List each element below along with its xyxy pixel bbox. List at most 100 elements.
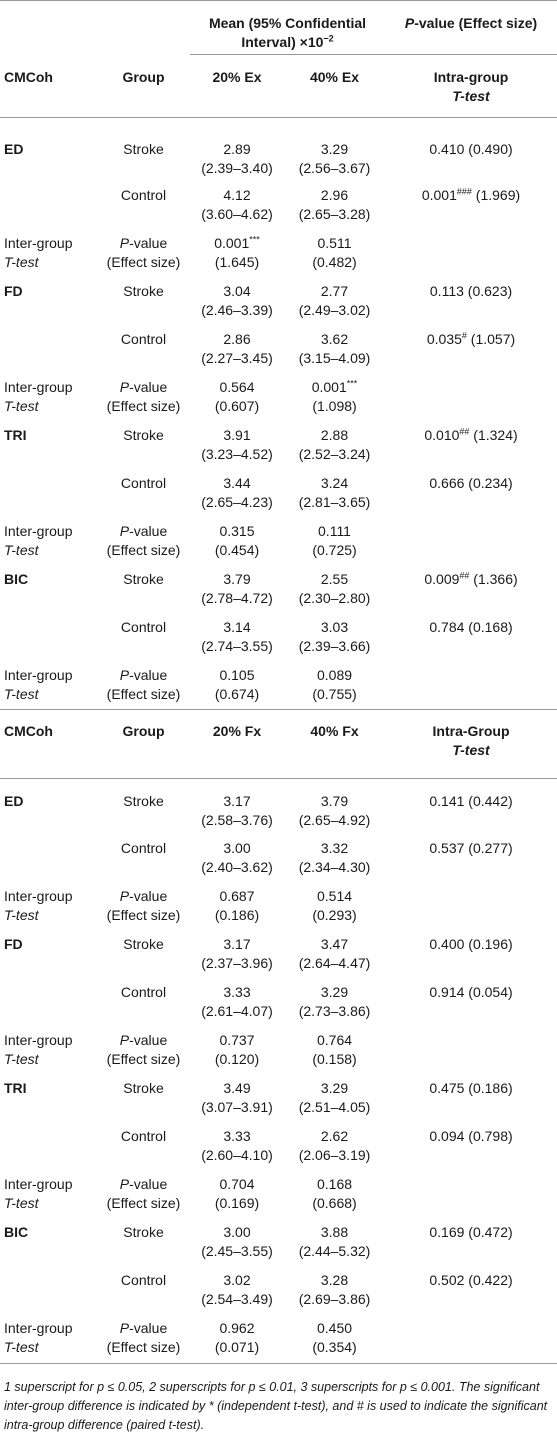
group-cell: Stroke: [97, 278, 190, 326]
cmcoh-header-label: CMCoh: [4, 723, 53, 739]
inter-group-label: Inter-group: [4, 666, 73, 683]
group-cell: Stroke: [97, 931, 190, 979]
inter-group-stat-cell: P-value (Effect size): [97, 1315, 190, 1363]
ci-value: (2.60–4.10): [201, 1146, 273, 1163]
value-20-cell: 3.14 (2.74–3.55): [190, 614, 284, 662]
inter-group-label-cell: Inter-group T-test: [0, 1171, 97, 1219]
ci-value: (2.39–3.66): [298, 637, 371, 654]
effect-size: (0.798): [464, 1127, 513, 1144]
inter-group-label-cell: Inter-group T-test: [0, 1315, 97, 1363]
inter-group-row: Inter-group T-test P-value (Effect size) 0.5…: [0, 374, 557, 422]
value-40-cell: 3.28 (2.69–3.86): [284, 1267, 385, 1315]
pvalue-label-text: P-value: [119, 234, 168, 251]
mean-value: 3.79: [223, 570, 251, 587]
effect-size: (1.324): [469, 426, 518, 443]
inter-p20-cell: 0.687 (0.186): [190, 883, 284, 931]
group-cell: Control: [97, 470, 190, 518]
group-name: Control: [120, 1271, 167, 1288]
value-40-cell: 3.88 (2.44–5.32): [284, 1219, 385, 1267]
ttest-header: Intra-Group T-test: [385, 709, 557, 779]
effect-size: (1.098): [312, 397, 357, 414]
ci-value: (2.78–4.72): [201, 589, 273, 606]
p-value: 0.089: [316, 666, 353, 683]
mean-value: 3.29: [320, 983, 349, 1000]
value-40-cell: 2.77 (2.49–3.02): [284, 278, 385, 326]
table-row: Control 3.33 (2.60–4.10) 2.62 (2.06–3.19) 0.0…: [0, 1123, 557, 1171]
inter-p20-cell: 0.564 (0.607): [190, 374, 284, 422]
results-table: Mean (95% Confidential Interval) ×10−2 P…: [0, 0, 557, 1363]
intra-ttest-cell: 0.410 (0.490): [385, 118, 557, 182]
ttest-header-line1: Intra-group: [433, 69, 509, 85]
muscle-cell: BIC: [0, 566, 97, 614]
inter-group-ttest-label: T-test: [4, 685, 39, 702]
significance-marker: ###: [456, 185, 472, 196]
inter-group-label-cell: Inter-group T-test: [0, 518, 97, 566]
effect-size: (1.645): [214, 253, 260, 270]
intra-ttest-cell: 0.010## (1.324): [385, 422, 557, 470]
value-40-cell: 2.55 (2.30–2.80): [284, 566, 385, 614]
p-value: 0.105: [219, 666, 255, 683]
mean-value: 3.28: [320, 1271, 349, 1288]
table-row: Control 3.14 (2.74–3.55) 3.03 (2.39–3.66) 0.7…: [0, 614, 557, 662]
p-value: 0.169: [429, 1223, 465, 1240]
muscle-cell: TRI: [0, 1075, 97, 1123]
value-20-cell: 3.33 (2.61–4.07): [190, 979, 284, 1027]
value-20-cell: 2.89 (2.39–3.40): [190, 118, 284, 182]
value-40-cell: 3.29 (2.73–3.86): [284, 979, 385, 1027]
table-row: Control 4.12 (3.60–4.62) 2.96 (2.65–3.28) 0.0…: [0, 182, 557, 230]
mean-value: 3.17: [223, 935, 251, 952]
effect-size: (0.277): [464, 839, 513, 856]
p-value: 0.035: [426, 330, 462, 347]
empty-cell: [385, 883, 557, 931]
pvalue-label-text: P-value: [119, 378, 168, 395]
ci-value: (2.61–4.07): [201, 1002, 273, 1019]
ci-value: (2.65–3.28): [298, 205, 371, 222]
effect-size-label: (Effect size): [106, 685, 181, 702]
mean-value: 3.79: [320, 793, 349, 809]
inter-group-label: Inter-group: [4, 522, 73, 539]
pvalue-italic-p: P: [119, 1319, 130, 1336]
group-name: Control: [120, 983, 167, 1000]
results-table-body: Mean (95% Confidential Interval) ×10−2 P…: [0, 0, 557, 1363]
muscle-cell: [0, 1267, 97, 1315]
value-40-cell: 3.03 (2.39–3.66): [284, 614, 385, 662]
empty-cell: [385, 1171, 557, 1219]
effect-size: (0.186): [214, 906, 260, 923]
ci-value: (3.07–3.91): [201, 1098, 273, 1115]
empty-cell: [385, 1027, 557, 1075]
intra-ttest-cell: 0.400 (0.196): [385, 931, 557, 979]
table-row: Control 2.86 (2.27–3.45) 3.62 (3.15–4.09) 0.0…: [0, 326, 557, 374]
effect-size: (0.169): [214, 1194, 260, 1211]
ci-value: (2.40–3.62): [201, 858, 273, 875]
p-value: 0.537: [429, 839, 465, 856]
mean-ci-header-line1: Mean (95% Confidential: [208, 15, 367, 31]
effect-size: (1.969): [471, 186, 521, 203]
effect-size: (0.054): [464, 983, 513, 1000]
intra-ttest-cell: 0.113 (0.623): [385, 278, 557, 326]
mean-value: 3.47: [320, 935, 349, 952]
muscle-cell: BIC: [0, 1219, 97, 1267]
inter-p20-cell: 0.105 (0.674): [190, 662, 284, 710]
inter-group-label: Inter-group: [4, 887, 73, 904]
table-row: Control 3.00 (2.40–3.62) 3.32 (2.34–4.30) 0.5…: [0, 835, 557, 883]
value-40-cell: 2.88 (2.52–3.24): [284, 422, 385, 470]
value-40-cell: 3.29 (2.56–3.67): [284, 118, 385, 182]
group-cell: Control: [97, 835, 190, 883]
group-name: Control: [120, 839, 167, 856]
group-name: Stroke: [123, 426, 164, 443]
value-20-cell: 3.02 (2.54–3.49): [190, 1267, 284, 1315]
muscle-cell: ED: [0, 779, 97, 835]
group-cell: Control: [97, 614, 190, 662]
group-cell: Stroke: [97, 422, 190, 470]
p-value: 0.687: [219, 887, 255, 904]
mean-value: 3.62: [320, 330, 349, 347]
intra-ttest-cell: 0.475 (0.186): [385, 1075, 557, 1123]
group-name: Control: [120, 1127, 167, 1144]
ci-value: (2.46–3.39): [201, 301, 273, 318]
group-name: Stroke: [123, 935, 164, 952]
intra-ttest-cell: 0.914 (0.054): [385, 979, 557, 1027]
ci-value: (2.73–3.86): [298, 1002, 371, 1019]
pvalue-label-text: P-value: [119, 887, 168, 904]
muscle-name: TRI: [4, 426, 27, 443]
table-row: ED Stroke 3.17 (2.58–3.76) 3.79 (2.65–4.92) 0.…: [0, 779, 557, 835]
